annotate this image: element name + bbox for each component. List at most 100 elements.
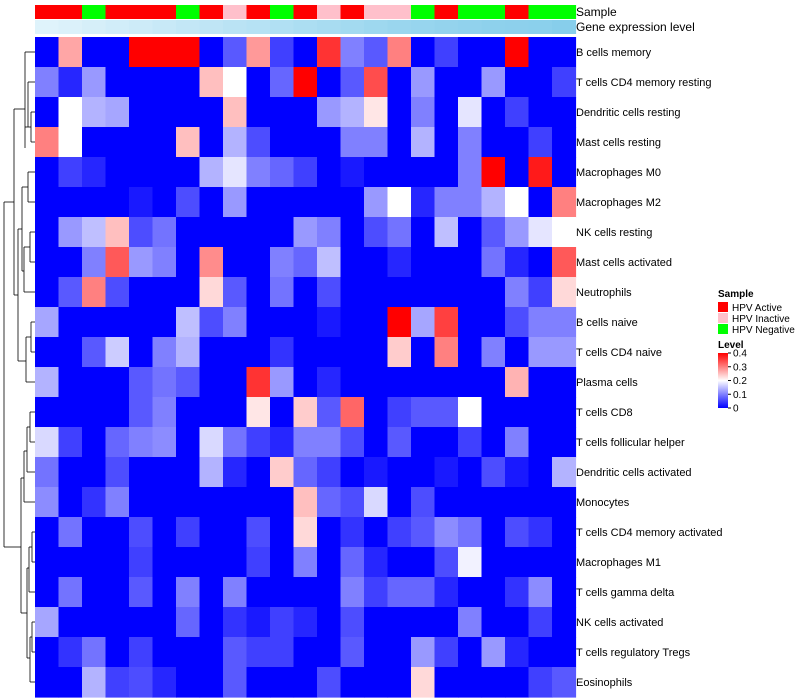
heatmap-cell: [152, 187, 177, 218]
heatmap-cell: [411, 37, 436, 68]
heatmap-cell: [270, 367, 295, 398]
heatmap-cell: [411, 487, 436, 518]
heatmap-cell: [58, 37, 83, 68]
heatmap-cell: [317, 37, 342, 68]
row-label: Macrophages M0: [576, 167, 661, 179]
heatmap-cell: [552, 97, 577, 128]
heatmap-cell: [293, 127, 318, 158]
heatmap-cell: [411, 457, 436, 488]
heatmap-cell: [387, 517, 412, 548]
heatmap-cell: [505, 217, 530, 248]
heatmap-cell: [176, 487, 201, 518]
heatmap-cell: [340, 547, 365, 578]
heatmap-cell: [199, 427, 224, 458]
legend-swatch-hpv-negative: [718, 324, 728, 334]
heatmap-cell: [552, 277, 577, 308]
heatmap-cell: [176, 247, 201, 278]
heatmap-cell: [105, 217, 130, 248]
heatmap-cell: [176, 517, 201, 548]
heatmap-cell: [293, 397, 318, 428]
heatmap-cell: [293, 37, 318, 68]
heatmap-cell: [458, 517, 483, 548]
heatmap-cell: [58, 187, 83, 218]
heatmap-cell: [152, 67, 177, 98]
heatmap-cell: [246, 457, 271, 488]
heatmap-cell: [293, 67, 318, 98]
heatmap-cell: [458, 127, 483, 158]
heatmap-cell: [129, 37, 154, 68]
heatmap-cell: [152, 217, 177, 248]
heatmap-cell: [411, 607, 436, 638]
heatmap-cell: [105, 637, 130, 668]
heatmap-cell: [293, 517, 318, 548]
heatmap-cell: [223, 157, 248, 188]
heatmap-cell: [434, 337, 459, 368]
heatmap-cell: [552, 607, 577, 638]
heatmap-cell: [199, 127, 224, 158]
heatmap-cell: [58, 337, 83, 368]
heatmap-cell: [129, 307, 154, 338]
heatmap-cell: [528, 397, 553, 428]
heatmap-cell: [528, 577, 553, 608]
heatmap-cell: [552, 427, 577, 458]
heatmap-cell: [364, 397, 389, 428]
heatmap-cell: [364, 187, 389, 218]
heatmap-cell: [129, 487, 154, 518]
heatmap-cell: [481, 637, 506, 668]
heatmap-cell: [505, 457, 530, 488]
heatmap-cell: [340, 247, 365, 278]
heatmap-cell: [223, 667, 248, 698]
heatmap-cell: [223, 187, 248, 218]
heatmap-cell: [82, 607, 107, 638]
heatmap-cell: [152, 37, 177, 68]
heatmap-cell: [270, 607, 295, 638]
sample-annotation-cell: [552, 5, 577, 19]
heatmap-cell: [387, 607, 412, 638]
heatmap-cell: [293, 457, 318, 488]
heatmap-cell: [223, 427, 248, 458]
heatmap-cell: [270, 637, 295, 668]
heatmap-cell: [528, 487, 553, 518]
heatmap-cell: [223, 487, 248, 518]
heatmap-cell: [552, 577, 577, 608]
heatmap-cell: [317, 127, 342, 158]
heatmap-cell: [411, 367, 436, 398]
heatmap-cell: [152, 637, 177, 668]
heatmap-cell: [387, 427, 412, 458]
legend-swatch-hpv-active: [718, 302, 728, 312]
heatmap-cell: [411, 337, 436, 368]
heatmap-cell: [129, 97, 154, 128]
expression-annotation-cell: [293, 20, 318, 34]
sample-annotation-cell: [270, 5, 295, 19]
heatmap-cell: [340, 157, 365, 188]
legend-level-tick-label: 0.3: [733, 362, 747, 373]
heatmap-cell: [364, 427, 389, 458]
heatmap-cell: [552, 667, 577, 698]
expression-annotation-cell: [434, 20, 459, 34]
heatmap-cell: [105, 337, 130, 368]
row-label: B cells naive: [576, 317, 638, 329]
sample-annotation-cell: [293, 5, 318, 19]
heatmap-cell: [293, 187, 318, 218]
row-label: Mast cells resting: [576, 137, 661, 149]
heatmap-cell: [58, 517, 83, 548]
heatmap-cell: [340, 457, 365, 488]
heatmap-cell: [364, 487, 389, 518]
heatmap-cell: [528, 547, 553, 578]
heatmap-cell: [58, 277, 83, 308]
heatmap-cell: [293, 577, 318, 608]
row-label: T cells CD8: [576, 407, 633, 419]
expression-annotation-cell: [152, 20, 177, 34]
heatmap-cell: [105, 487, 130, 518]
heatmap-cell: [35, 397, 60, 428]
heatmap-cell: [246, 67, 271, 98]
heatmap-cell: [387, 487, 412, 518]
heatmap-cell: [552, 67, 577, 98]
heatmap-cell: [434, 277, 459, 308]
heatmap-cell: [82, 487, 107, 518]
heatmap-cell: [458, 397, 483, 428]
heatmap-cell: [35, 427, 60, 458]
heatmap-cell: [82, 397, 107, 428]
heatmap-cell: [317, 607, 342, 638]
heatmap-cell: [552, 247, 577, 278]
